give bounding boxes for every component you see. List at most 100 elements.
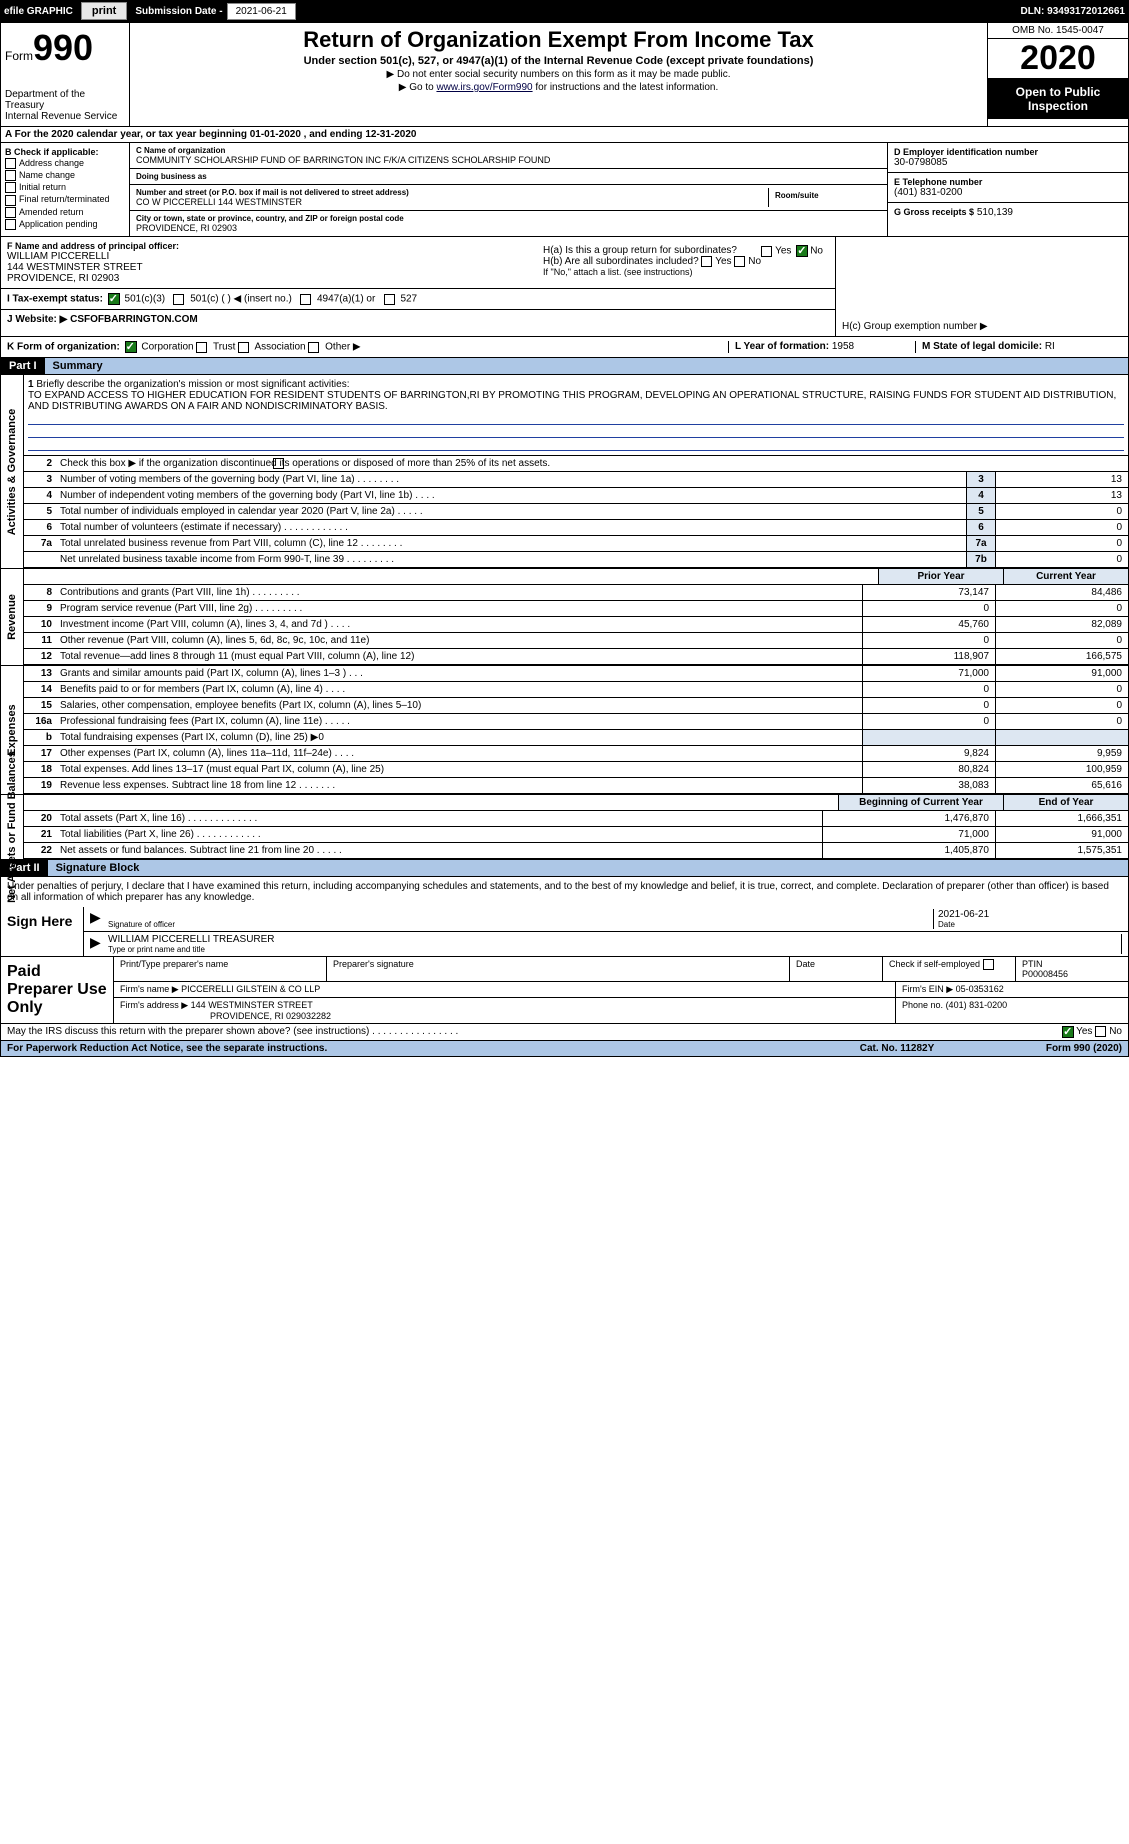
table-row: 19Revenue less expenses. Subtract line 1… (24, 778, 1128, 794)
mission-block: 1 Briefly describe the organization's mi… (24, 375, 1128, 456)
may-discuss-row: May the IRS discuss this return with the… (0, 1024, 1129, 1041)
officer-label: F Name and address of principal officer: (7, 241, 537, 251)
city-value: PROVIDENCE, RI 02903 (136, 223, 881, 233)
prep-date-label: Date (790, 957, 883, 981)
cb-501c[interactable] (173, 294, 184, 305)
part-ii-header: Part II Signature Block (0, 860, 1129, 877)
gov-row: 3Number of voting members of the governi… (24, 472, 1128, 488)
cb-assoc[interactable] (238, 342, 249, 353)
year-formation: 1958 (832, 341, 854, 352)
rev-header: Prior Year Current Year (24, 569, 1128, 585)
firm-addr2: PROVIDENCE, RI 029032282 (120, 1011, 889, 1021)
firm-ein: 05-0353162 (956, 984, 1004, 994)
city-label: City or town, state or province, country… (136, 214, 881, 223)
section-b: B Check if applicable: Address change Na… (1, 143, 130, 236)
prep-sig-label: Preparer's signature (327, 957, 790, 981)
table-row: 21Total liabilities (Part X, line 26) . … (24, 827, 1128, 843)
hb-no[interactable] (734, 256, 745, 267)
cb-self-employed[interactable] (983, 959, 994, 970)
paid-preparer: Paid Preparer Use Only Print/Type prepar… (0, 957, 1129, 1024)
section-c: C Name of organization COMMUNITY SCHOLAR… (130, 143, 887, 236)
dept-treasury: Department of the Treasury Internal Reve… (5, 89, 125, 122)
tax-year: 2020 (988, 39, 1128, 79)
net-section: Net Assets or Fund Balances Beginning of… (0, 795, 1129, 860)
table-row: 16aProfessional fundraising fees (Part I… (24, 714, 1128, 730)
cb-name-change[interactable]: Name change (5, 170, 125, 181)
form-note2: ▶ Go to www.irs.gov/Form990 for instruct… (134, 82, 983, 93)
line-2: 2 Check this box ▶ if the organization d… (24, 456, 1128, 472)
cb-final-return[interactable]: Final return/terminated (5, 194, 125, 205)
cb-other[interactable] (308, 342, 319, 353)
table-row: 12Total revenue—add lines 8 through 11 (… (24, 649, 1128, 665)
firm-name: PICCERELLI GILSTEIN & CO LLP (181, 984, 320, 994)
ptin-value: P00008456 (1022, 969, 1122, 979)
form-title: Return of Organization Exempt From Incom… (134, 27, 983, 53)
table-row: 10Investment income (Part VIII, column (… (24, 617, 1128, 633)
table-row: 9Program service revenue (Part VIII, lin… (24, 601, 1128, 617)
sec-b-header: B Check if applicable: (5, 147, 125, 157)
sign-here-label: Sign Here (1, 907, 84, 956)
ha-yes[interactable] (761, 246, 772, 257)
sig-arrow-icon-2: ▶ (90, 934, 104, 954)
gross-label: G Gross receipts $ (894, 207, 974, 217)
cb-amended-return[interactable]: Amended return (5, 207, 125, 218)
perjury-decl: Under penalties of perjury, I declare th… (1, 877, 1128, 907)
section-deg: D Employer identification number 30-0798… (887, 143, 1128, 236)
cb-4947[interactable] (300, 294, 311, 305)
cb-application-pending[interactable]: Application pending (5, 219, 125, 230)
cb-trust[interactable] (196, 342, 207, 353)
cb-527[interactable] (384, 294, 395, 305)
table-row: 11Other revenue (Part VIII, column (A), … (24, 633, 1128, 649)
section-fhij: F Name and address of principal officer:… (0, 237, 1129, 337)
table-row: 13Grants and similar amounts paid (Part … (24, 666, 1128, 682)
cb-address-change[interactable]: Address change (5, 158, 125, 169)
expenses-section: Expenses 13Grants and similar amounts pa… (0, 666, 1129, 795)
pra-notice: For Paperwork Reduction Act Notice, see … (7, 1043, 822, 1054)
cb-discontinued[interactable] (273, 458, 284, 469)
irs-link[interactable]: www.irs.gov/Form990 (436, 82, 532, 93)
table-row: 17Other expenses (Part IX, column (A), l… (24, 746, 1128, 762)
org-name: COMMUNITY SCHOLARSHIP FUND OF BARRINGTON… (136, 155, 881, 165)
officer-name: WILLIAM PICCERELLI (7, 251, 537, 262)
gov-row: 7aTotal unrelated business revenue from … (24, 536, 1128, 552)
print-button[interactable]: print (81, 2, 127, 20)
topbar: efile GRAPHIC print Submission Date - 20… (0, 0, 1129, 22)
prep-name-label: Print/Type preparer's name (114, 957, 327, 981)
prep-check-label: Check if self-employed (883, 957, 1016, 981)
may-yes[interactable] (1062, 1026, 1074, 1038)
cb-501c3[interactable] (108, 293, 120, 305)
ein-label: D Employer identification number (894, 147, 1122, 157)
gov-row: Net unrelated business taxable income fr… (24, 552, 1128, 568)
gov-row: 6Total number of volunteers (estimate if… (24, 520, 1128, 536)
section-i: I Tax-exempt status: 501(c)(3) 501(c) ( … (1, 289, 835, 310)
form-note1: ▶ Do not enter social security numbers o… (134, 69, 983, 80)
ha-no[interactable] (796, 245, 808, 257)
tel-label: E Telephone number (894, 177, 1122, 187)
paid-preparer-label: Paid Preparer Use Only (1, 957, 114, 1023)
state-domicile: RI (1045, 341, 1055, 352)
efile-link[interactable]: efile GRAPHIC (4, 6, 73, 17)
street-label: Number and street (or P.O. box if mail i… (136, 188, 768, 197)
cb-corp[interactable] (125, 341, 137, 353)
tel-value: (401) 831-0200 (894, 187, 1122, 198)
form-word: Form (5, 49, 33, 63)
gov-section: Activities & Governance 1 Briefly descri… (0, 375, 1129, 569)
may-no[interactable] (1095, 1026, 1106, 1037)
form-title-block: Return of Organization Exempt From Incom… (130, 23, 988, 126)
signature-block: Under penalties of perjury, I declare th… (0, 877, 1129, 957)
side-rev: Revenue (1, 569, 24, 665)
section-hc: H(c) Group exemption number ▶ (835, 237, 1128, 336)
ptin-label: PTIN (1022, 959, 1122, 969)
room-label: Room/suite (775, 191, 875, 200)
submission-label: Submission Date - (135, 6, 222, 17)
cat-no: Cat. No. 11282Y (822, 1043, 972, 1054)
section-klm: K Form of organization: Corporation Trus… (0, 337, 1129, 358)
website-value: CSFOFBARRINGTON.COM (70, 314, 198, 325)
form-subtitle: Under section 501(c), 527, or 4947(a)(1)… (134, 55, 983, 67)
cb-initial-return[interactable]: Initial return (5, 182, 125, 193)
officer-addr2: PROVIDENCE, RI 02903 (7, 273, 537, 284)
table-row: 14Benefits paid to or for members (Part … (24, 682, 1128, 698)
hb-yes[interactable] (701, 256, 712, 267)
sig-date: 2021-06-21 (938, 909, 1118, 920)
section-bcdeg: B Check if applicable: Address change Na… (0, 143, 1129, 237)
